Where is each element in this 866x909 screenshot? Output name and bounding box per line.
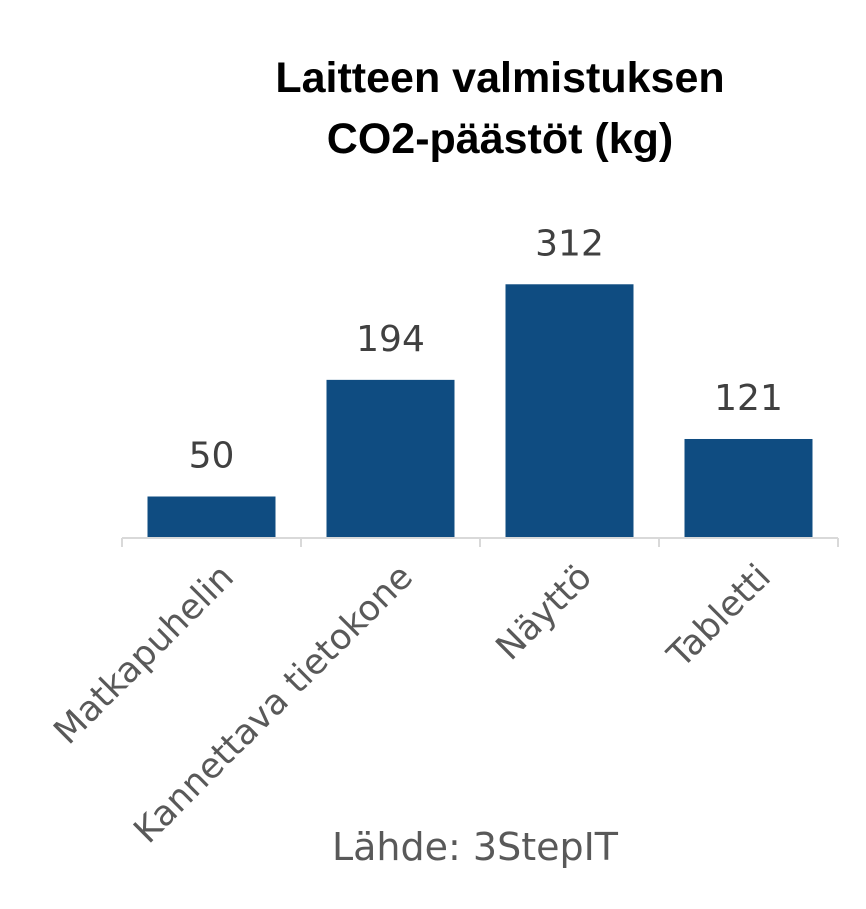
x-axis xyxy=(121,537,839,547)
value-label-tabletti: 121 xyxy=(714,378,783,419)
category-label-matkapuhelin: Matkapuhelin xyxy=(47,557,242,752)
source-note: Lähde: 3StepIT xyxy=(332,825,619,869)
value-label-naytto: 312 xyxy=(535,223,604,264)
value-label-kannettava-tietokone: 194 xyxy=(356,319,425,360)
bar-matkapuhelin xyxy=(147,496,276,537)
bar-kannettava-tietokone xyxy=(326,379,455,537)
category-label-tabletti: Tabletti xyxy=(660,557,779,676)
value-labels-group: 50 194 312 121 xyxy=(189,223,783,476)
bar-tabletti xyxy=(684,438,813,537)
value-label-matkapuhelin: 50 xyxy=(189,436,235,477)
chart-title-line-1: Laitteen valmistuksen xyxy=(275,54,724,102)
bar-naytto xyxy=(505,284,634,537)
chart-title-line-2: CO2-päästöt (kg) xyxy=(327,115,673,163)
bars-group xyxy=(147,284,813,537)
category-label-naytto: Näyttö xyxy=(489,557,600,668)
